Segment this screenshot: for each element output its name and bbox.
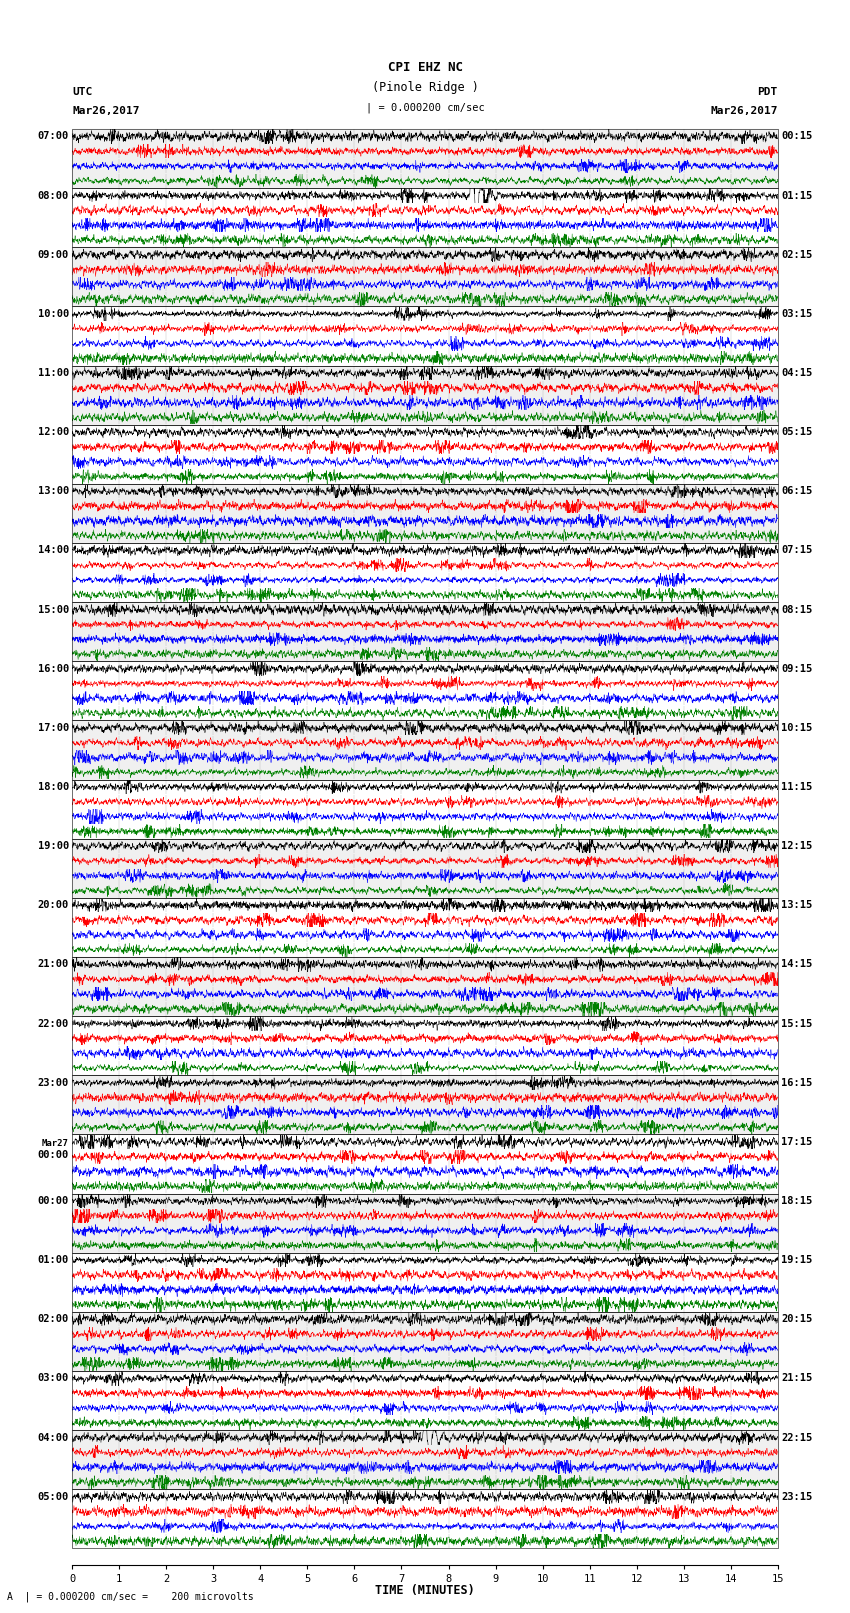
Text: PDT: PDT <box>757 87 778 97</box>
Text: 08:00: 08:00 <box>37 190 69 200</box>
Text: 23:00: 23:00 <box>37 1077 69 1087</box>
Text: 09:15: 09:15 <box>781 663 813 674</box>
Text: 19:15: 19:15 <box>781 1255 813 1265</box>
Text: 16:00: 16:00 <box>37 663 69 674</box>
Text: 20:15: 20:15 <box>781 1315 813 1324</box>
Text: 00:00: 00:00 <box>37 1150 69 1160</box>
Text: 04:00: 04:00 <box>37 1432 69 1442</box>
Text: | = 0.000200 cm/sec: | = 0.000200 cm/sec <box>366 102 484 113</box>
Text: 12:00: 12:00 <box>37 427 69 437</box>
Text: 11:15: 11:15 <box>781 782 813 792</box>
Text: 18:00: 18:00 <box>37 782 69 792</box>
Text: 15:15: 15:15 <box>781 1018 813 1029</box>
Text: 13:00: 13:00 <box>37 486 69 497</box>
Text: Mar27: Mar27 <box>42 1139 69 1148</box>
Text: 02:00: 02:00 <box>37 1315 69 1324</box>
Text: 14:15: 14:15 <box>781 960 813 969</box>
Text: (Pinole Ridge ): (Pinole Ridge ) <box>371 81 479 94</box>
Text: 20:00: 20:00 <box>37 900 69 910</box>
Text: 23:15: 23:15 <box>781 1492 813 1502</box>
Text: CPI EHZ NC: CPI EHZ NC <box>388 61 462 74</box>
Text: 07:15: 07:15 <box>781 545 813 555</box>
Text: 17:15: 17:15 <box>781 1137 813 1147</box>
Text: 00:00: 00:00 <box>37 1195 69 1207</box>
Text: 03:15: 03:15 <box>781 308 813 319</box>
Text: 10:15: 10:15 <box>781 723 813 732</box>
Text: 08:15: 08:15 <box>781 605 813 615</box>
Text: 05:15: 05:15 <box>781 427 813 437</box>
Text: 01:15: 01:15 <box>781 190 813 200</box>
Text: 12:15: 12:15 <box>781 840 813 852</box>
Text: 10:00: 10:00 <box>37 308 69 319</box>
Text: UTC: UTC <box>72 87 93 97</box>
Text: 09:00: 09:00 <box>37 250 69 260</box>
Text: 21:00: 21:00 <box>37 960 69 969</box>
Text: 06:15: 06:15 <box>781 486 813 497</box>
Text: 05:00: 05:00 <box>37 1492 69 1502</box>
Text: 13:15: 13:15 <box>781 900 813 910</box>
Text: 16:15: 16:15 <box>781 1077 813 1087</box>
Text: 15:00: 15:00 <box>37 605 69 615</box>
Text: 02:15: 02:15 <box>781 250 813 260</box>
Text: 11:00: 11:00 <box>37 368 69 377</box>
Text: 04:15: 04:15 <box>781 368 813 377</box>
Text: 17:00: 17:00 <box>37 723 69 732</box>
Text: TIME (MINUTES): TIME (MINUTES) <box>375 1584 475 1597</box>
Text: 22:00: 22:00 <box>37 1018 69 1029</box>
Text: 00:15: 00:15 <box>781 131 813 142</box>
Text: 18:15: 18:15 <box>781 1195 813 1207</box>
Text: 14:00: 14:00 <box>37 545 69 555</box>
Text: 03:00: 03:00 <box>37 1373 69 1384</box>
Text: 01:00: 01:00 <box>37 1255 69 1265</box>
Text: 22:15: 22:15 <box>781 1432 813 1442</box>
Text: Mar26,2017: Mar26,2017 <box>72 106 139 116</box>
Text: 19:00: 19:00 <box>37 840 69 852</box>
Text: Mar26,2017: Mar26,2017 <box>711 106 778 116</box>
Text: A  | = 0.000200 cm/sec =    200 microvolts: A | = 0.000200 cm/sec = 200 microvolts <box>7 1592 253 1602</box>
Text: 21:15: 21:15 <box>781 1373 813 1384</box>
Text: 07:00: 07:00 <box>37 131 69 142</box>
